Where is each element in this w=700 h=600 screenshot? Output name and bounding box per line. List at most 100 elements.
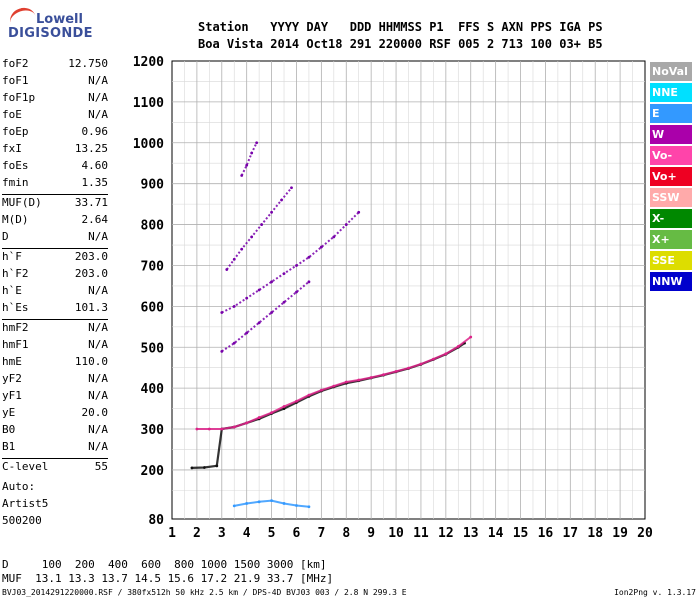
trace-point xyxy=(232,425,236,429)
trace-point xyxy=(344,380,348,384)
x-tick-label: 8 xyxy=(342,526,350,541)
trace-point xyxy=(307,255,311,259)
x-tick-label: 9 xyxy=(367,526,375,541)
trace-point xyxy=(207,427,211,431)
param-value: N/A xyxy=(88,284,108,297)
param-row: C-level 55 xyxy=(2,459,108,476)
param-row: fxI 13.25 xyxy=(2,141,108,158)
trace-point xyxy=(245,421,249,425)
param-key: M(D) xyxy=(2,213,29,226)
param-value: 110.0 xyxy=(74,355,108,368)
trace-point xyxy=(290,186,293,190)
y-tick-label: 700 xyxy=(141,259,165,274)
muf-row: MUF 13.1 13.3 13.7 14.5 15.6 17.2 21.9 3… xyxy=(2,572,334,585)
legend-item: Vo+ xyxy=(650,167,692,186)
polarization-legend: NoVal NNE E W Vo- Vo+ SSW X- X+ SSE NNW xyxy=(650,62,692,293)
y-tick-label: 200 xyxy=(141,464,165,479)
param-value: N/A xyxy=(88,321,108,334)
trace-point xyxy=(270,499,273,502)
param-value: N/A xyxy=(88,338,108,351)
trace-point xyxy=(295,504,298,507)
param-separator xyxy=(2,248,108,249)
param-row: foEp 0.96 xyxy=(2,124,108,141)
param-value: 101.3 xyxy=(74,301,108,314)
trace-point xyxy=(407,366,410,370)
x-tick-label: 7 xyxy=(317,526,325,541)
x-tick-label: 10 xyxy=(388,526,404,541)
trace-point xyxy=(202,466,206,469)
param-row: foF1p N/A xyxy=(2,90,108,107)
param-key: hmF1 xyxy=(2,338,29,351)
param-key: h`F xyxy=(2,250,22,263)
param-value: 2.64 xyxy=(81,213,109,226)
x-tick-label: 18 xyxy=(587,526,603,541)
param-row: B0 N/A xyxy=(2,422,108,439)
y-tick-label: 1000 xyxy=(133,137,164,152)
auto-label: Auto: xyxy=(2,480,36,493)
trace-point xyxy=(282,502,286,505)
y-tick-label: 500 xyxy=(141,341,165,356)
trace-point xyxy=(394,369,398,373)
param-key: foEp xyxy=(2,125,29,138)
param-value: 20.0 xyxy=(81,406,109,419)
x-tick-label: 5 xyxy=(268,526,276,541)
y-tick-label: 400 xyxy=(141,382,165,397)
legend-item: NoVal xyxy=(650,62,692,81)
logo-line2: DIGISONDE xyxy=(8,26,93,41)
trace-point xyxy=(270,210,273,214)
param-key: h`F2 xyxy=(2,267,29,280)
x-tick-label: 20 xyxy=(637,526,653,541)
param-separator xyxy=(2,458,108,459)
param-key: h`Es xyxy=(2,301,29,314)
y-tick-label: 600 xyxy=(141,300,165,315)
x-tick-label: 4 xyxy=(243,526,251,541)
y-tick-label: 900 xyxy=(141,178,165,193)
trace-w-line xyxy=(240,142,258,176)
param-key: hmF2 xyxy=(2,321,29,334)
param-key: yF1 xyxy=(2,389,22,402)
param-key: foF1 xyxy=(2,74,29,87)
trace-point xyxy=(257,500,261,504)
trace-point xyxy=(250,235,254,239)
param-row: D N/A xyxy=(2,229,108,246)
x-tick-label: 16 xyxy=(538,526,554,541)
legend-item: NNW xyxy=(650,272,692,291)
x-tick-label: 14 xyxy=(488,526,504,541)
x-tick-label: 19 xyxy=(612,526,628,541)
digisonde-logo: Lowell DIGISONDE xyxy=(6,4,93,48)
y-tick-label: 80 xyxy=(148,513,164,528)
x-tick-label: 15 xyxy=(513,526,529,541)
param-key: fmin xyxy=(2,176,29,189)
param-row: fmin 1.35 xyxy=(2,175,108,192)
trace-point xyxy=(245,502,249,505)
x-tick-label: 11 xyxy=(413,526,429,541)
param-value: 33.71 xyxy=(74,196,108,209)
legend-item: X+ xyxy=(650,230,692,249)
trace-point xyxy=(257,416,261,419)
trace-point xyxy=(282,272,286,276)
param-value: N/A xyxy=(88,230,108,243)
param-value: 203.0 xyxy=(74,267,108,280)
x-tick-label: 17 xyxy=(562,526,578,541)
legend-item: Vo- xyxy=(650,146,692,165)
param-key: B0 xyxy=(2,423,16,436)
trace-point xyxy=(270,280,273,284)
trace-point xyxy=(369,376,373,379)
trace-point xyxy=(307,393,311,397)
y-tick-label: 800 xyxy=(141,219,165,234)
param-key: foE xyxy=(2,108,22,121)
x-tick-label: 6 xyxy=(293,526,301,541)
param-value: 13.25 xyxy=(74,142,108,155)
trace-point xyxy=(319,245,323,249)
trace-point xyxy=(295,264,298,267)
param-value: 12.750 xyxy=(68,57,108,70)
trace-point xyxy=(240,174,244,177)
param-row: hmF1 N/A xyxy=(2,337,108,354)
param-key: hmE xyxy=(2,355,22,368)
param-row: h`F 203.0 xyxy=(2,249,108,266)
y-tick-label: 1100 xyxy=(133,96,164,111)
param-key: foF1p xyxy=(2,91,36,104)
trace-point xyxy=(456,345,460,348)
param-value: N/A xyxy=(88,74,108,87)
